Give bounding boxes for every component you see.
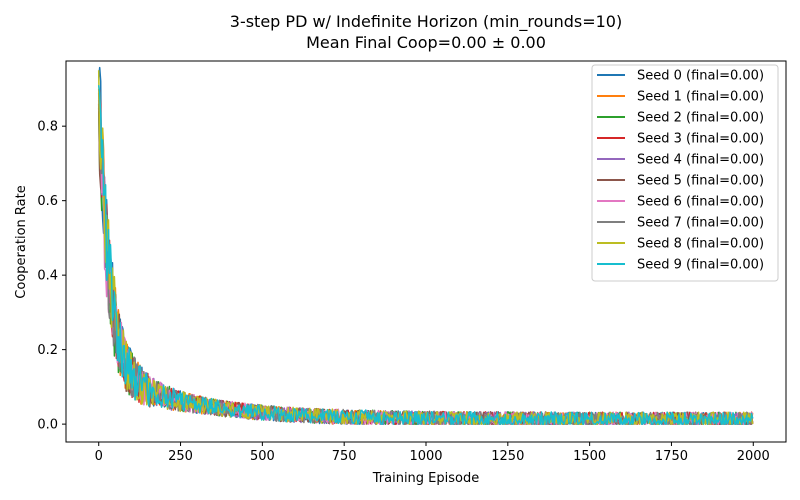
legend-label-seed-6: Seed 6 (final=0.00) (637, 195, 764, 210)
legend-label-seed-0: Seed 0 (final=0.00) (637, 69, 764, 84)
x-tick-label: 1750 (655, 449, 688, 464)
legend-label-seed-7: Seed 7 (final=0.00) (637, 216, 764, 231)
x-tick-label: 500 (250, 449, 275, 464)
legend-box (591, 64, 779, 282)
y-tick-label: 0.2 (37, 343, 58, 358)
legend-label-seed-1: Seed 1 (final=0.00) (637, 90, 764, 105)
legend-label-seed-8: Seed 8 (final=0.00) (637, 237, 764, 252)
y-axis-label: Cooperation Rate (14, 185, 29, 298)
series-line-seed-9 (97, 85, 754, 425)
plot-area (65, 60, 787, 443)
y-axis: 0.0 0.2 0.4 0.6 0.8 (37, 120, 66, 433)
x-tick-label: 0 (95, 449, 103, 464)
y-tick-label: 0.4 (37, 269, 58, 284)
x-tick-label: 1250 (491, 449, 524, 464)
x-tick-label: 750 (332, 449, 357, 464)
legend-label-seed-2: Seed 2 (final=0.00) (637, 111, 764, 126)
x-tick-label: 1500 (573, 449, 606, 464)
legend-label-seed-4: Seed 4 (final=0.00) (637, 153, 764, 168)
legend-label-seed-9: Seed 9 (final=0.00) (637, 258, 764, 273)
y-tick-label: 0.8 (37, 120, 58, 135)
legend: Seed 0 (final=0.00) Seed 1 (final=0.00) Se… (591, 64, 779, 282)
x-axis: 0 250 500 750 1000 1250 1500 1750 2000 (95, 442, 770, 464)
legend-label-seed-3: Seed 3 (final=0.00) (637, 132, 764, 147)
x-tick-label: 1000 (409, 449, 442, 464)
chart-title: 3-step PD w/ Indefinite Horizon (min_rou… (230, 12, 622, 32)
x-tick-label: 250 (168, 449, 193, 464)
x-tick-label: 2000 (737, 449, 770, 464)
chart-subtitle: Mean Final Coop=0.00 ± 0.00 (306, 33, 546, 52)
y-tick-label: 0.6 (37, 194, 58, 209)
legend-label-seed-5: Seed 5 (final=0.00) (637, 174, 764, 189)
x-axis-label: Training Episode (372, 471, 479, 486)
y-tick-label: 0.0 (37, 418, 58, 433)
